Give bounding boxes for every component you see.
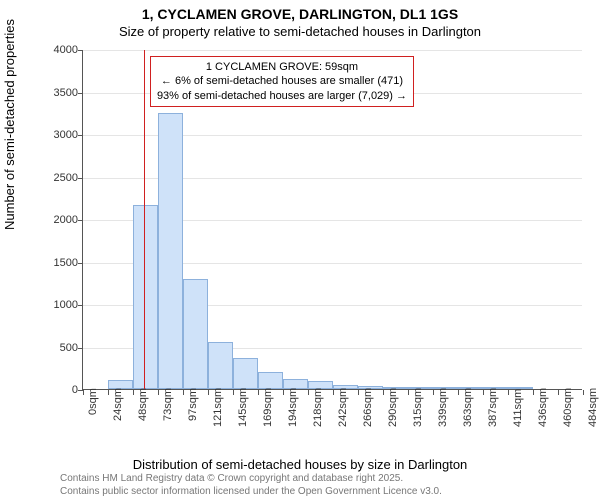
gridline [83,50,582,51]
x-tick-label: 194sqm [287,388,299,427]
annotation-box: 1 CYCLAMEN GROVE: 59sqm ← 6% of semi-det… [150,56,414,107]
x-tick-label: 121sqm [212,388,224,427]
y-tick-label: 0 [44,384,78,396]
y-tick-mark [78,263,83,264]
histogram-bar [233,358,258,389]
y-tick-label: 4000 [44,44,78,56]
x-tick-label: 24sqm [112,388,124,421]
y-tick-label: 2000 [44,214,78,226]
x-tick-label: 290sqm [387,388,399,427]
chart-container: 050010001500200025003000350040000sqm24sq… [44,50,582,420]
footer-attribution: Contains HM Land Registry data © Crown c… [60,473,442,498]
histogram-bar [208,342,233,389]
x-tick-mark [383,390,384,395]
x-tick-mark [83,390,84,395]
y-tick-label: 1000 [44,299,78,311]
x-tick-mark [108,390,109,395]
x-axis-label: Distribution of semi-detached houses by … [0,457,600,472]
x-tick-label: 339sqm [437,388,449,427]
y-tick-label: 3000 [44,129,78,141]
annotation-line-1: 1 CYCLAMEN GROVE: 59sqm [157,60,407,74]
histogram-bar [158,113,183,389]
x-tick-mark [183,390,184,395]
y-tick-mark [78,305,83,306]
x-tick-mark [408,390,409,395]
histogram-bar [183,279,208,390]
x-tick-label: 0sqm [87,388,99,415]
x-tick-mark [283,390,284,395]
x-tick-label: 460sqm [562,388,574,427]
x-tick-mark [508,390,509,395]
x-tick-label: 48sqm [137,388,149,421]
y-tick-mark [78,50,83,51]
x-tick-mark [458,390,459,395]
y-tick-mark [78,93,83,94]
histogram-bar [133,205,158,389]
x-tick-mark [358,390,359,395]
x-tick-mark [308,390,309,395]
y-tick-label: 1500 [44,257,78,269]
x-tick-mark [133,390,134,395]
histogram-bar [258,372,283,389]
x-tick-mark [558,390,559,395]
y-tick-label: 500 [44,342,78,354]
y-tick-mark [78,135,83,136]
x-tick-label: 242sqm [337,388,349,427]
chart-title-line2: Size of property relative to semi-detach… [0,24,600,39]
x-tick-label: 266sqm [362,388,374,427]
x-tick-mark [483,390,484,395]
footer-line-1: Contains HM Land Registry data © Crown c… [60,473,442,486]
x-tick-mark [208,390,209,395]
x-tick-label: 97sqm [187,388,199,421]
chart-title-line1: 1, CYCLAMEN GROVE, DARLINGTON, DL1 1GS [0,6,600,22]
y-axis-label: Number of semi-detached properties [2,19,17,230]
y-tick-mark [78,178,83,179]
x-tick-label: 363sqm [462,388,474,427]
x-tick-mark [433,390,434,395]
x-tick-label: 436sqm [537,388,549,427]
x-tick-label: 169sqm [262,388,274,427]
chart-title-block: 1, CYCLAMEN GROVE, DARLINGTON, DL1 1GS S… [0,0,600,39]
x-tick-mark [583,390,584,395]
x-tick-mark [233,390,234,395]
y-tick-label: 3500 [44,87,78,99]
x-tick-label: 73sqm [162,388,174,421]
subject-vertical-line [144,50,145,389]
x-tick-label: 218sqm [312,388,324,427]
x-tick-label: 387sqm [487,388,499,427]
x-tick-label: 411sqm [512,388,524,426]
footer-line-2: Contains public sector information licen… [60,486,442,499]
plot-area: 050010001500200025003000350040000sqm24sq… [82,50,582,390]
y-tick-mark [78,220,83,221]
x-tick-label: 315sqm [412,388,424,427]
x-tick-label: 145sqm [237,388,249,427]
x-tick-mark [258,390,259,395]
y-tick-mark [78,348,83,349]
y-tick-label: 2500 [44,172,78,184]
x-tick-mark [533,390,534,395]
annotation-line-3: 93% of semi-detached houses are larger (… [157,89,407,103]
x-tick-mark [333,390,334,395]
annotation-line-2: ← 6% of semi-detached houses are smaller… [157,74,407,88]
x-tick-label: 484sqm [587,388,599,427]
x-tick-mark [158,390,159,395]
